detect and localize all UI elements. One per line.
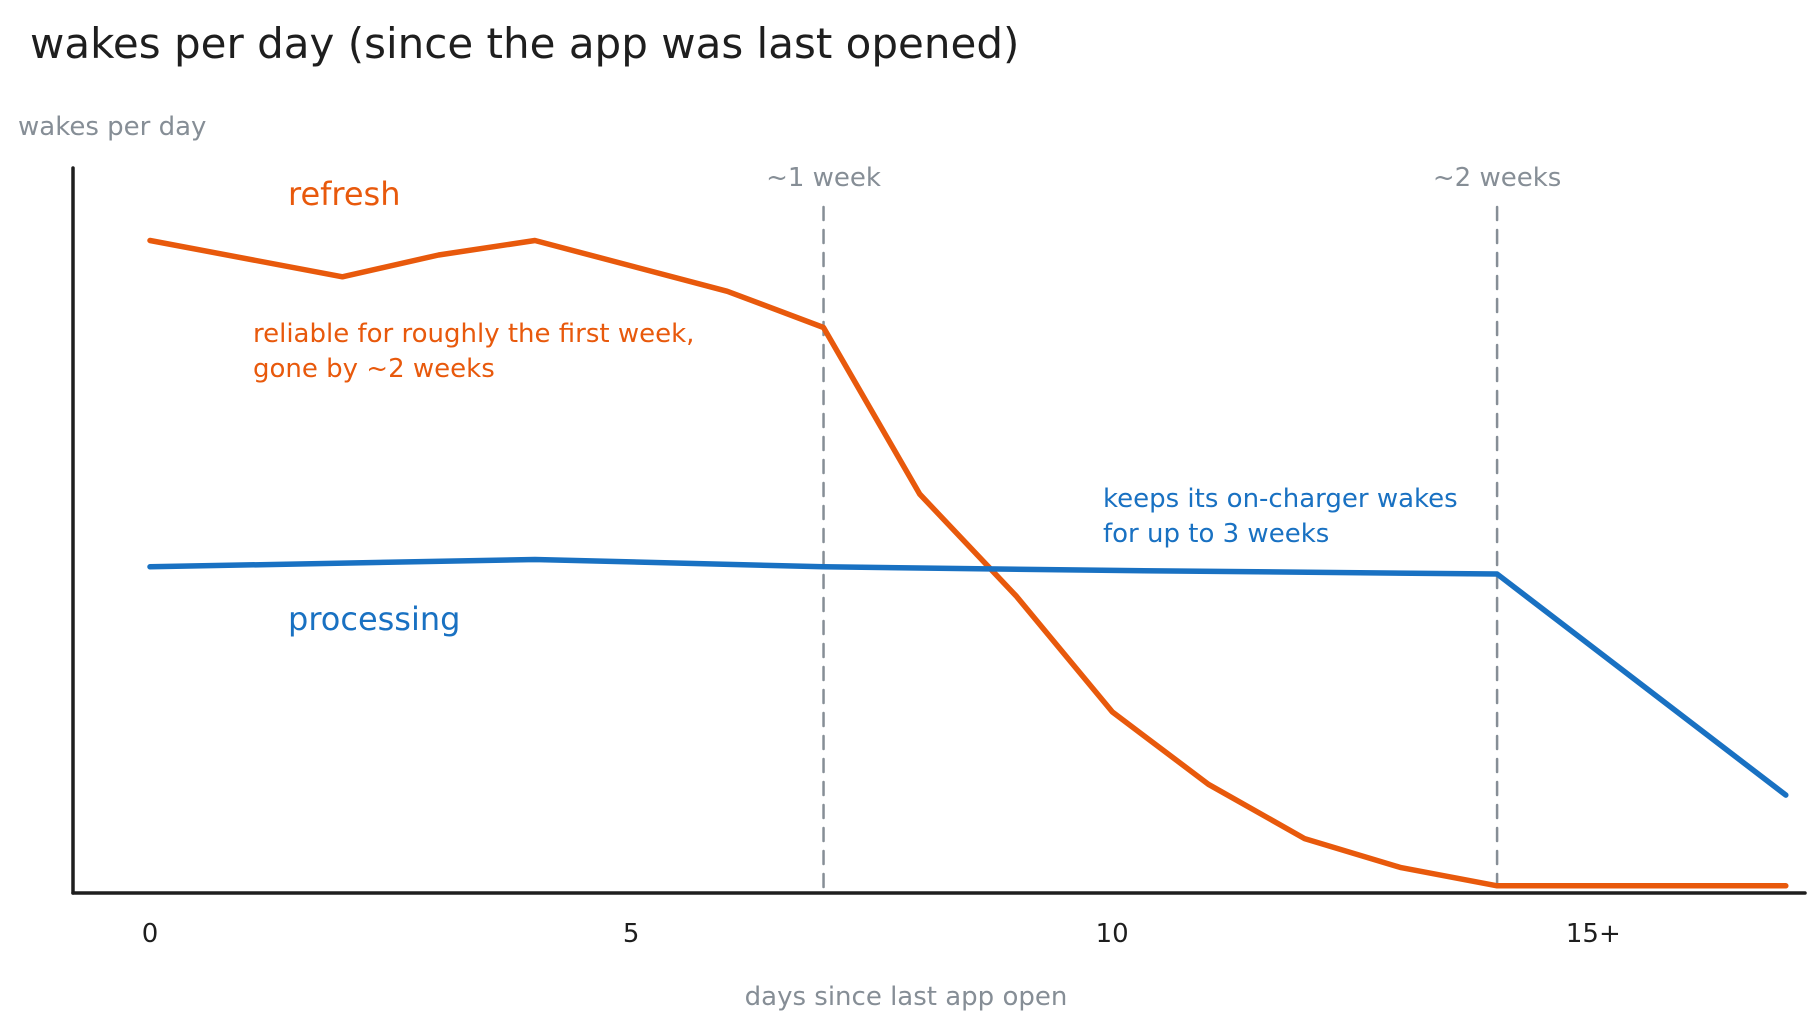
series-line-processing bbox=[147, 556, 1789, 798]
refresh-annotation-line-2: gone by ~2 weeks bbox=[253, 354, 495, 384]
x-axis-label: days since last app open bbox=[745, 982, 1068, 1012]
x-tick-label-3: 10 bbox=[1096, 919, 1129, 949]
chart-title: wakes per day (since the app was last op… bbox=[30, 19, 1019, 68]
series-label-refresh: refresh bbox=[288, 175, 401, 213]
x-tick-label-4: 15+ bbox=[1566, 919, 1621, 949]
series-label-processing: processing bbox=[288, 600, 460, 638]
processing-annotation-line-1: keeps its on-charger wakes bbox=[1103, 484, 1458, 514]
x-tick-label-2: 5 bbox=[623, 919, 640, 949]
processing-annotation-line-2: for up to 3 weeks bbox=[1103, 519, 1329, 549]
marker-label-2: ~2 weeks bbox=[1433, 163, 1561, 193]
series-line-refresh bbox=[147, 237, 1789, 889]
marker-label-1: ~1 week bbox=[766, 163, 881, 193]
reference-markers: ~1 week ~2 weeks bbox=[766, 163, 1561, 897]
x-axis-ticks: 0 5 10 15+ bbox=[142, 919, 1621, 949]
refresh-annotation-line-1: reliable for roughly the first week, bbox=[253, 319, 694, 349]
series-lines bbox=[147, 237, 1789, 889]
x-tick-label-1: 0 bbox=[142, 919, 159, 949]
y-axis-label: wakes per day bbox=[18, 112, 206, 142]
